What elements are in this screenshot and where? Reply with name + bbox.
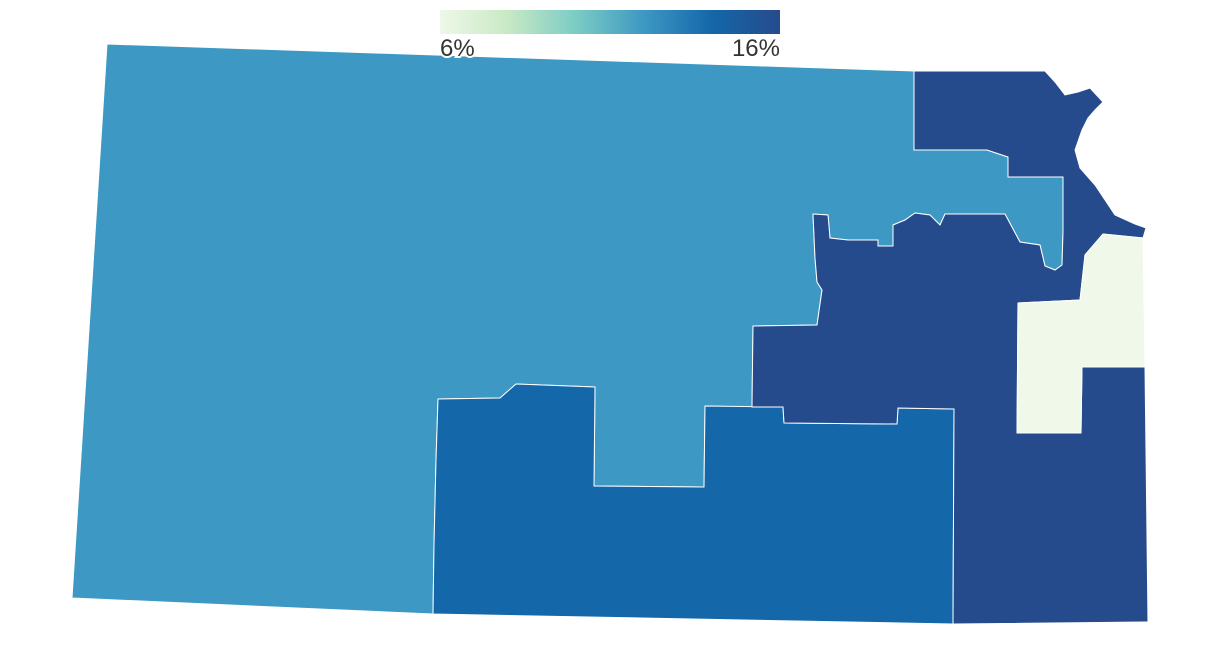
region bbox=[1016, 233, 1146, 434]
color-legend bbox=[440, 10, 780, 34]
region bbox=[751, 70, 1149, 625]
legend-tick-label: 6% bbox=[440, 35, 475, 62]
legend-tick-label: 16% bbox=[732, 35, 780, 62]
